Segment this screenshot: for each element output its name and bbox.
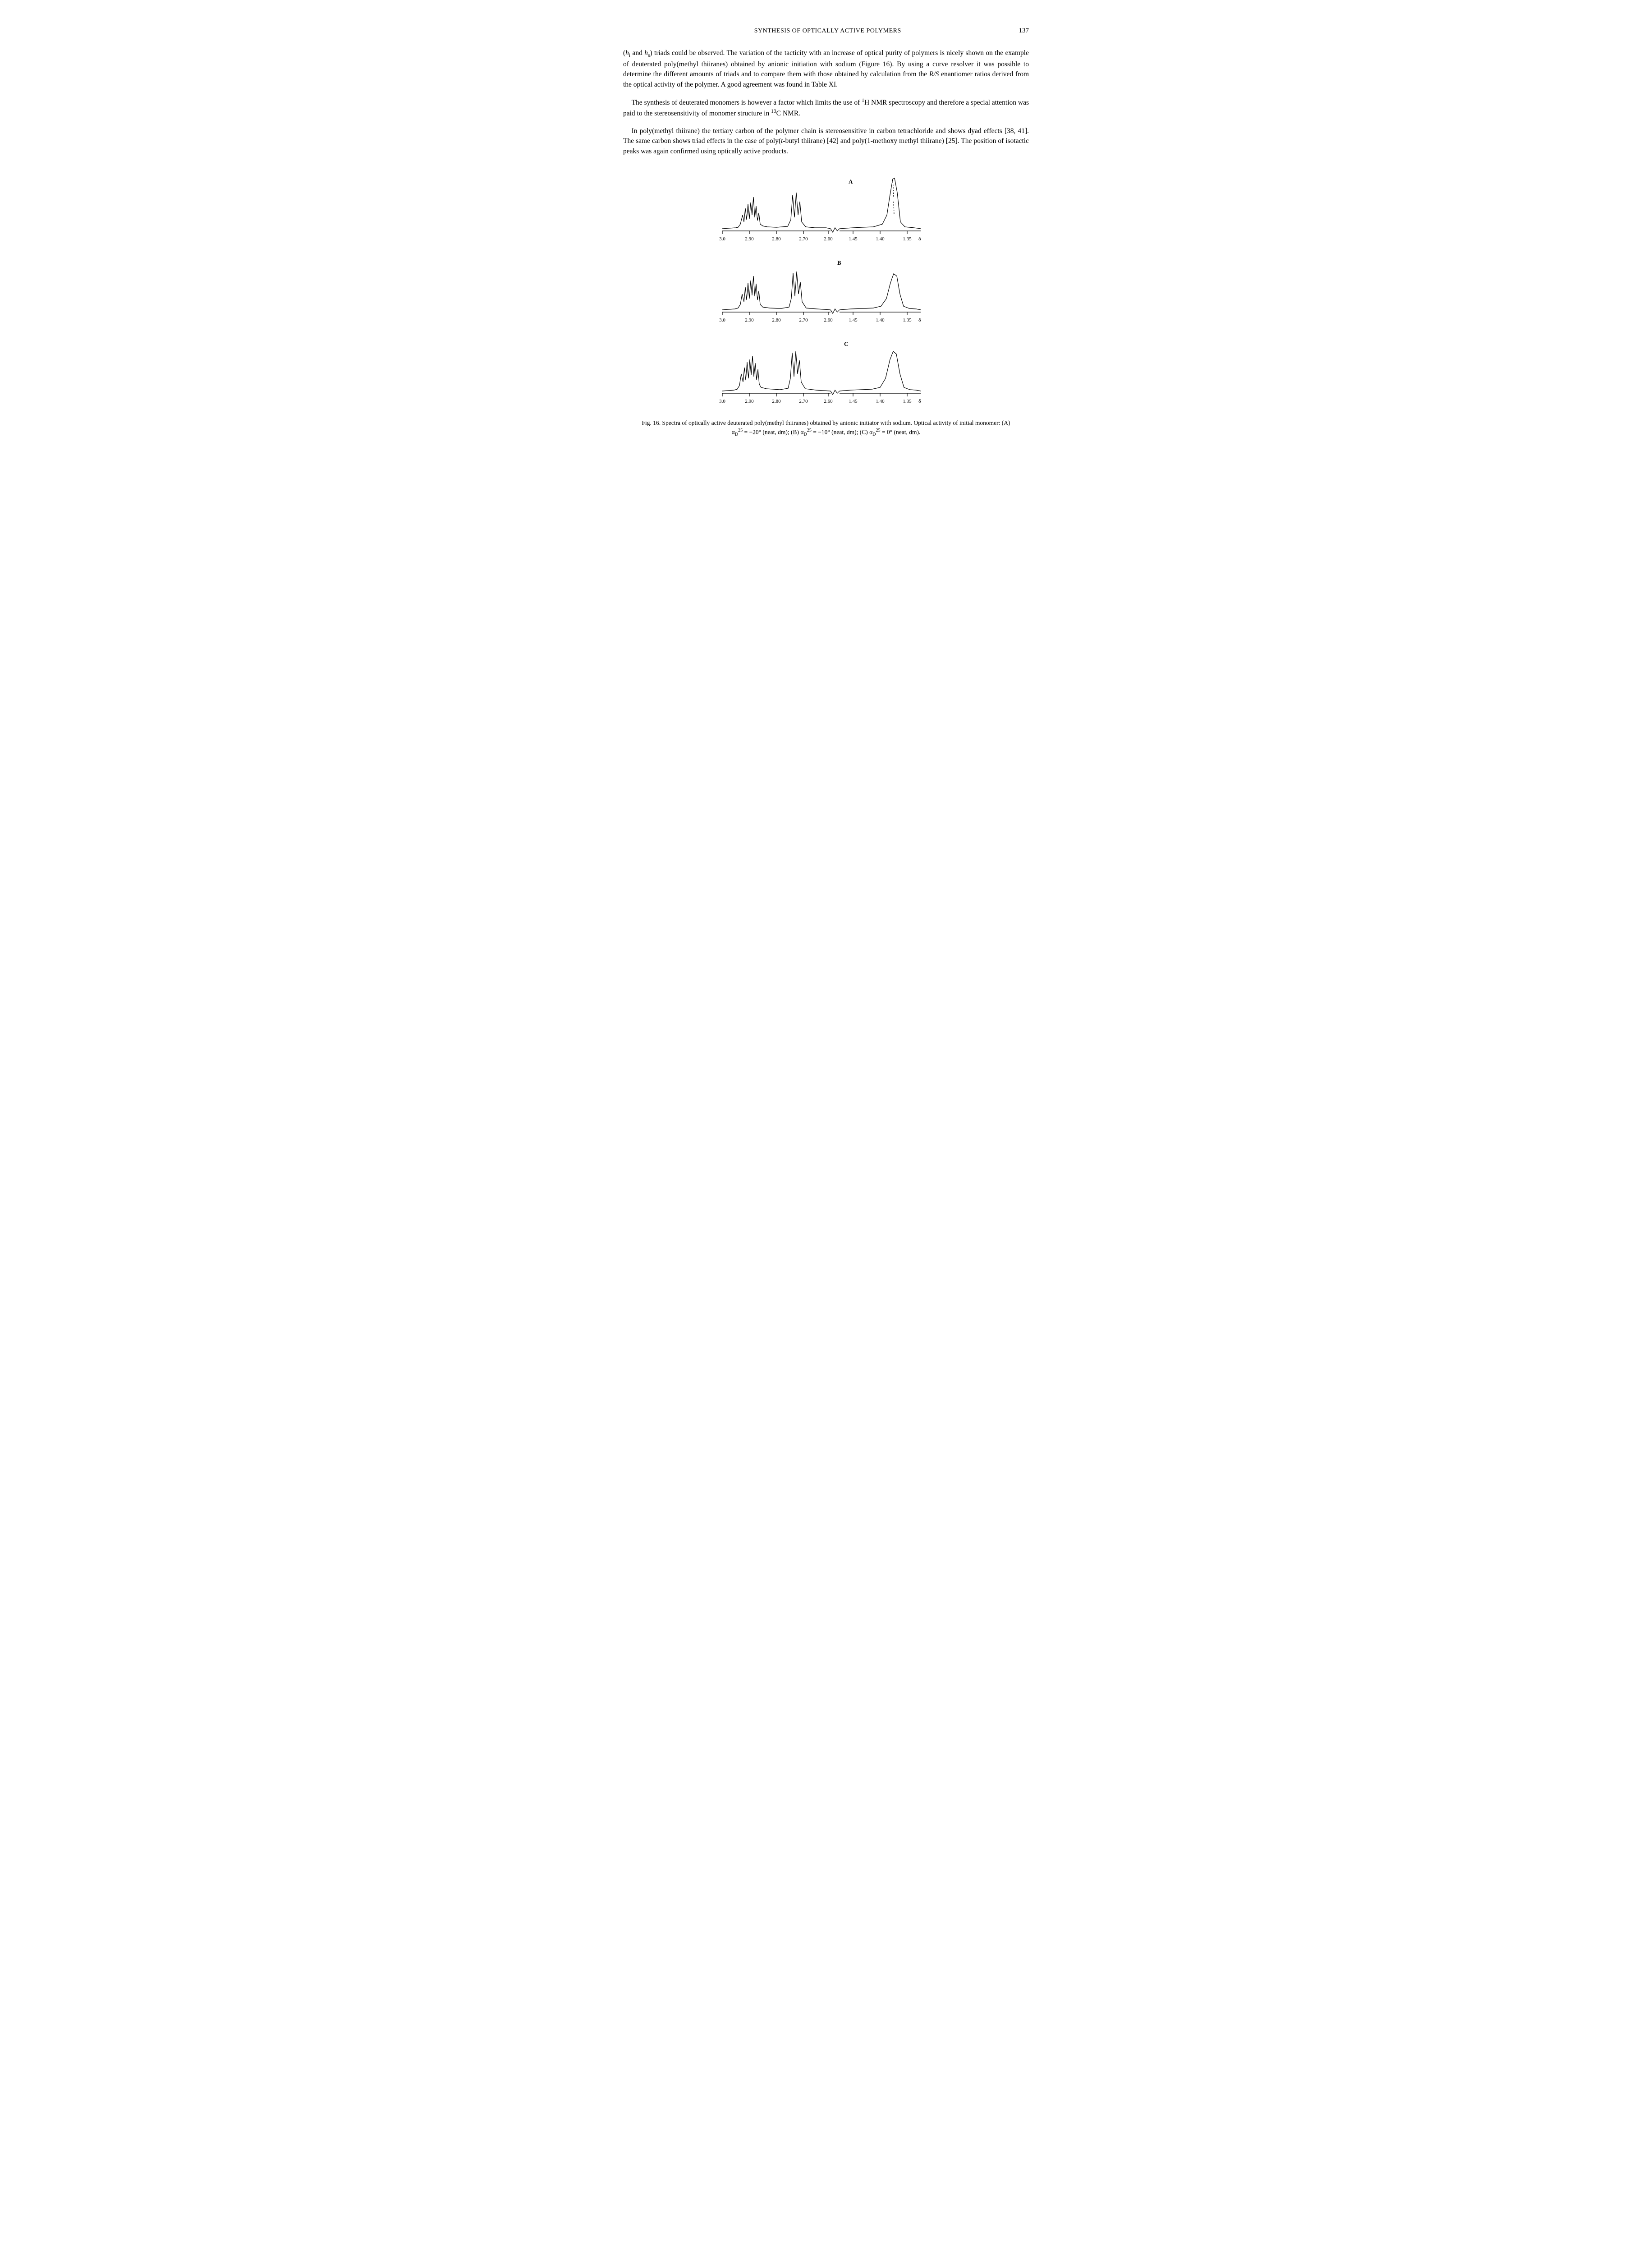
tick: 1.45 — [849, 318, 858, 323]
sup-25: 25 — [738, 428, 743, 433]
caption-text: = 0° (neat, dm). — [881, 428, 921, 435]
delta-a: δ — [918, 235, 921, 242]
trace-a-dash — [893, 179, 894, 215]
caption-text: = −20° (neat, dm); (B) α — [743, 428, 803, 435]
label-c: C — [844, 341, 848, 347]
axis-break-a — [831, 228, 840, 232]
var-hi: h — [625, 49, 629, 57]
tick: 2.80 — [772, 236, 781, 242]
trace-b-left — [722, 272, 831, 310]
label-b: B — [837, 259, 841, 266]
spectrum-b: B 3.0 2.90 2.80 2.70 2.60 1.45 1.40 1.35… — [713, 251, 939, 332]
tick: 2.80 — [772, 399, 781, 404]
sub-d: D — [803, 432, 807, 437]
tick: 3.0 — [719, 399, 725, 404]
tick: 1.35 — [903, 318, 912, 323]
trace-c-right — [840, 351, 921, 391]
label-a: A — [849, 178, 853, 185]
var-hs: h — [644, 49, 648, 57]
running-title: SYNTHESIS OF OPTICALLY ACTIVE POLYMERS — [637, 28, 1019, 35]
tick: 3.0 — [719, 318, 725, 323]
caption-text: = −10° (neat, dm); (C) α — [812, 428, 872, 435]
paragraph-3: In poly(methyl thiirane) the tertiary ca… — [623, 126, 1029, 156]
figure-16: A 3.0 2.90 2.80 2.70 2.60 1.45 1.40 1.35… — [623, 170, 1029, 438]
page-number: 137 — [1019, 27, 1029, 35]
paragraph-1: (hi and hs) triads could be observed. Th… — [623, 48, 1029, 90]
text: The synthesis of deuterated monomers is … — [632, 99, 862, 106]
trace-a-right — [840, 178, 921, 229]
figure-caption: Fig. 16. Spectra of optically active deu… — [641, 419, 1011, 438]
trace-b-right — [840, 274, 921, 310]
tick: 1.45 — [849, 236, 858, 242]
tick: 2.60 — [824, 399, 833, 404]
tick: 3.0 — [719, 236, 725, 242]
tick: 2.70 — [799, 318, 808, 323]
spectrum-c: C 3.0 2.90 2.80 2.70 2.60 1.45 1.40 1.35… — [713, 332, 939, 414]
rs-ratio: R/S — [929, 70, 939, 78]
text: C NMR. — [776, 110, 800, 118]
sup-25: 25 — [876, 428, 880, 433]
paragraph-2: The synthesis of deuterated monomers is … — [623, 97, 1029, 119]
tick: 2.80 — [772, 318, 781, 323]
trace-a-left — [722, 193, 831, 229]
tick: 1.35 — [903, 399, 912, 404]
sub-d: D — [735, 432, 738, 437]
sup-25: 25 — [807, 428, 812, 433]
tick: 2.90 — [745, 236, 754, 242]
delta-b: δ — [918, 317, 921, 323]
tick: 1.35 — [903, 236, 912, 242]
tick: 1.40 — [876, 236, 885, 242]
page-header: SYNTHESIS OF OPTICALLY ACTIVE POLYMERS 1… — [623, 27, 1029, 35]
tick: 2.90 — [745, 399, 754, 404]
tick: 2.70 — [799, 399, 808, 404]
tick: 2.90 — [745, 318, 754, 323]
tick: 2.70 — [799, 236, 808, 242]
text: and — [630, 49, 644, 57]
tick: 1.40 — [876, 399, 885, 404]
axis-break-c — [831, 390, 840, 395]
spectrum-a: A 3.0 2.90 2.80 2.70 2.60 1.45 1.40 1.35… — [713, 170, 939, 251]
tick: 1.40 — [876, 318, 885, 323]
tick: 2.60 — [824, 236, 833, 242]
trace-c-left — [722, 351, 831, 391]
axis-break-b — [831, 309, 840, 313]
tick: 2.60 — [824, 318, 833, 323]
sup-13: 13 — [771, 108, 776, 114]
delta-c: δ — [918, 398, 921, 404]
tick: 1.45 — [849, 399, 858, 404]
